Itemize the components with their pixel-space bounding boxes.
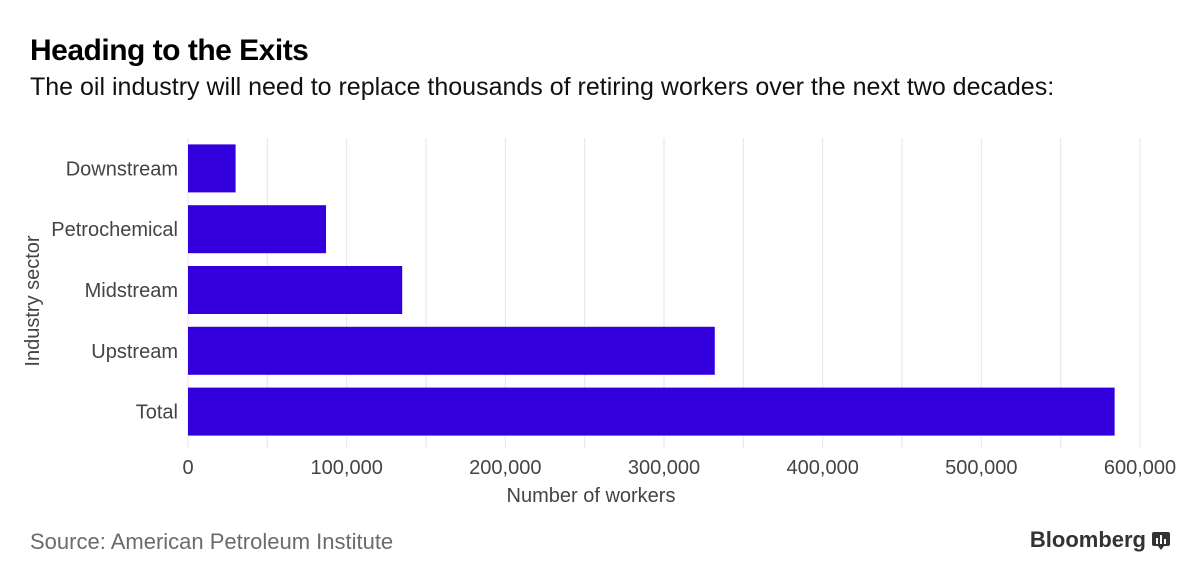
bar-total <box>188 387 1115 436</box>
x-tick-label: 0 <box>182 457 193 479</box>
y-axis-title: Industry sector <box>22 235 44 367</box>
x-tick-label: 500,000 <box>945 457 1017 479</box>
category-label-midstream: Midstream <box>85 280 178 302</box>
category-label-upstream: Upstream <box>91 341 178 363</box>
bars <box>188 144 1115 436</box>
category-label-total: Total <box>136 402 178 424</box>
bloomberg-logo: Bloomberg <box>1030 527 1170 553</box>
bar-downstream <box>188 144 236 193</box>
source-note: Source: American Petroleum Institute <box>30 529 394 554</box>
x-tick-label: 300,000 <box>628 457 700 479</box>
category-label-downstream: Downstream <box>66 158 178 180</box>
x-tick-label: 400,000 <box>787 457 859 479</box>
category-label-petrochemical: Petrochemical <box>51 219 178 241</box>
x-tick-label: 200,000 <box>469 457 541 479</box>
chart-subtitle: The oil industry will need to replace th… <box>30 73 1055 101</box>
x-tick-label: 600,000 <box>1104 457 1176 479</box>
x-axis-title: Number of workers <box>507 485 676 507</box>
bar-midstream <box>188 266 403 314</box>
brand-name: Bloomberg <box>1029 527 1146 552</box>
bar-upstream <box>188 326 715 375</box>
x-tick-label: 100,000 <box>311 457 383 479</box>
bloomberg-terminal-icon <box>1152 530 1170 550</box>
category-labels: Downstream Petrochemical Midstream Upstream… <box>51 158 178 423</box>
x-tick-labels: 0 100,000 200,000 300,000 400,000 500,000 600,… <box>182 457 1176 479</box>
bar-petrochemical <box>188 205 327 254</box>
chart-title: Heading to the Exits <box>30 34 309 67</box>
